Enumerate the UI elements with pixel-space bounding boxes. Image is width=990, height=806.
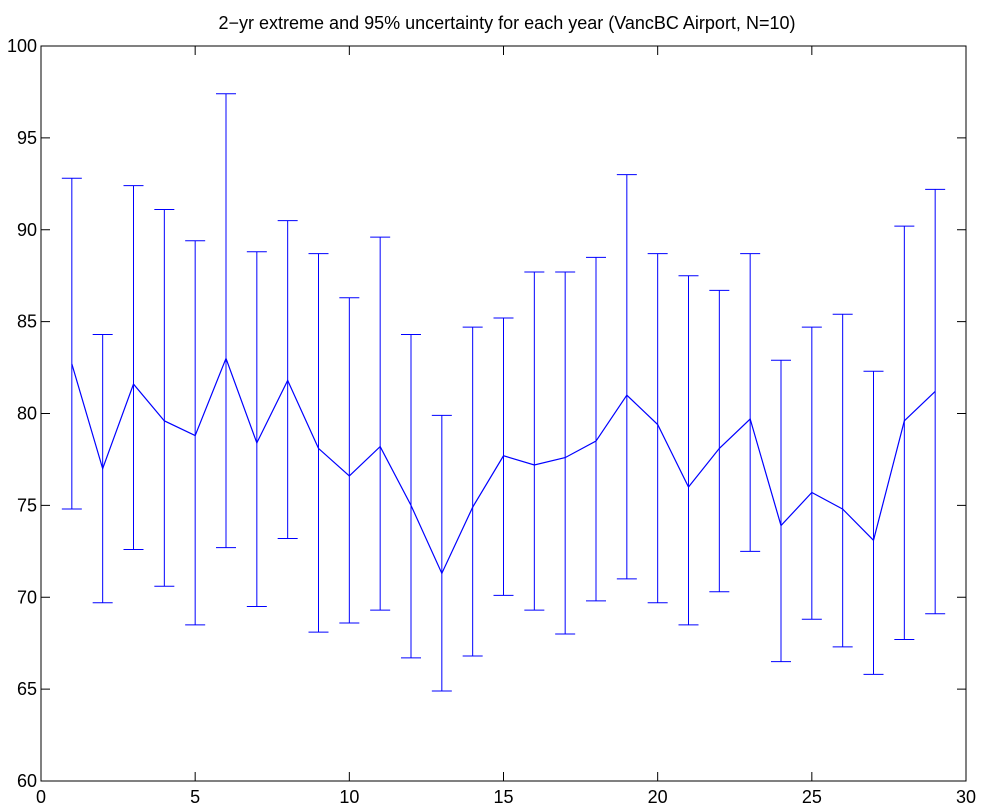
x-axis: 0 5 10 15 20 25 30 <box>36 46 976 806</box>
data-layer <box>61 93 946 692</box>
y-tick-label: 95 <box>17 128 37 148</box>
chart-title: 2−yr extreme and 95% uncertainty for eac… <box>219 13 796 33</box>
y-tick-label: 80 <box>17 404 37 424</box>
y-tick-label: 75 <box>17 495 37 515</box>
x-tick-label: 30 <box>956 787 976 806</box>
x-tick-label: 15 <box>493 787 513 806</box>
y-tick-label: 65 <box>17 679 37 699</box>
x-tick-label: 20 <box>648 787 668 806</box>
x-tick-label: 0 <box>36 787 46 806</box>
y-axis: 60 65 70 75 80 85 90 95 100 <box>7 36 966 791</box>
x-tick-label: 25 <box>802 787 822 806</box>
y-tick-label: 100 <box>7 36 37 56</box>
y-tick-label: 85 <box>17 312 37 332</box>
y-tick-label: 90 <box>17 220 37 240</box>
x-tick-label: 5 <box>190 787 200 806</box>
x-tick-label: 10 <box>339 787 359 806</box>
series-line <box>71 356 936 575</box>
y-tick-label: 60 <box>17 771 37 791</box>
y-tick-label: 70 <box>17 587 37 607</box>
